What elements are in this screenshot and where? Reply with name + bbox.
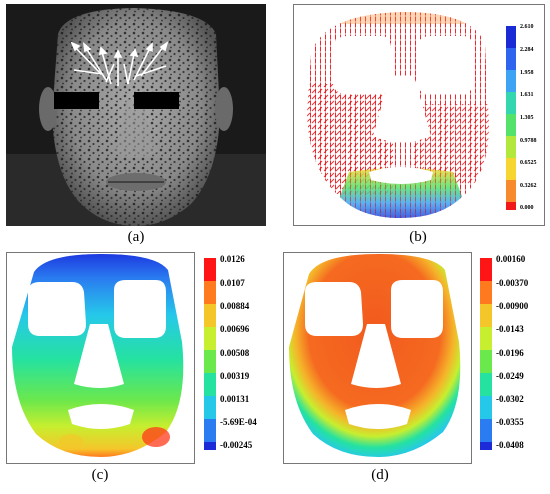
cb-d-tick-0: 0.00160 bbox=[496, 254, 526, 264]
cb-c-tick-2: 0.00884 bbox=[220, 301, 250, 311]
caption-b: (b) bbox=[409, 229, 427, 245]
cb-d-tick-3: -0.0143 bbox=[496, 324, 524, 334]
caption-d: (d) bbox=[371, 467, 389, 483]
eye-mask-left bbox=[54, 92, 99, 109]
cb-d-tick-1: -0.00370 bbox=[496, 278, 529, 288]
cb-b-tick-2: 1.958 bbox=[520, 70, 534, 76]
cb-c-tick-8: -0.00245 bbox=[220, 440, 253, 450]
eye-mask-right bbox=[134, 92, 179, 109]
cb-b-tick-7: 0.3262 bbox=[520, 183, 537, 189]
cb-c-tick-4: 0.00508 bbox=[220, 348, 250, 358]
caption-c: (c) bbox=[91, 467, 109, 483]
cb-b-tick-4: 1.305 bbox=[520, 115, 534, 121]
colorbar-c bbox=[204, 258, 216, 450]
cb-c-tick-6: 0.00131 bbox=[220, 394, 250, 404]
cb-b-tick-5: 0.9788 bbox=[520, 138, 537, 144]
colorbar-d bbox=[480, 258, 492, 450]
cb-d-tick-2: -0.00900 bbox=[496, 301, 529, 311]
cb-b-tick-0: 2.610 bbox=[520, 24, 534, 30]
cb-b-tick-8: 0.000 bbox=[520, 205, 534, 211]
panel-d-contour: 0.00160 -0.00370 -0.00900 -0.0143 -0.019… bbox=[283, 252, 548, 464]
caption-a: (a) bbox=[127, 229, 145, 245]
face-photo bbox=[6, 4, 266, 226]
colorbar-b bbox=[506, 26, 516, 210]
cb-c-tick-0: 0.0126 bbox=[220, 254, 245, 264]
cb-d-tick-7: -0.0355 bbox=[496, 417, 524, 427]
cb-d-tick-8: -0.0408 bbox=[496, 440, 524, 450]
cb-b-tick-3: 1.631 bbox=[520, 92, 534, 98]
cb-b-tick-1: 2.284 bbox=[520, 47, 534, 53]
cb-c-tick-7: -5.69E-04 bbox=[220, 417, 257, 427]
cb-d-tick-4: -0.0196 bbox=[496, 348, 524, 358]
panel-c-contour: 0.0126 0.0107 0.00884 0.00696 0.00508 0.… bbox=[6, 252, 272, 464]
cb-c-tick-5: 0.00319 bbox=[220, 371, 250, 381]
cb-d-tick-5: -0.0249 bbox=[496, 371, 524, 381]
panel-a-photo bbox=[6, 4, 266, 226]
cb-c-tick-1: 0.0107 bbox=[220, 278, 245, 288]
cb-b-tick-6: 0.6525 bbox=[520, 160, 537, 166]
cb-d-tick-6: -0.0302 bbox=[496, 394, 524, 404]
cb-c-tick-3: 0.00696 bbox=[220, 324, 250, 334]
forehead-arrows bbox=[70, 41, 169, 86]
panel-b-vector-field: 2.610 2.284 1.958 1.631 1.305 0.9788 0.6… bbox=[293, 4, 545, 226]
